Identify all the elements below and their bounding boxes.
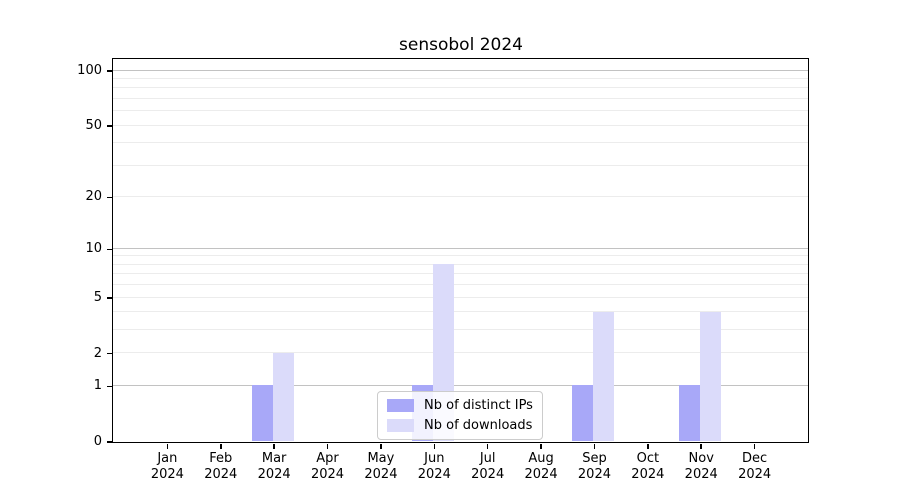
x-tick-year: 2024 (524, 467, 558, 482)
x-tick-month: Mar (261, 451, 287, 466)
x-tick-mark (273, 444, 275, 449)
bar-downloads-mar (273, 352, 295, 441)
x-tick-month: Oct (636, 451, 660, 466)
plot-area (112, 58, 809, 443)
x-tick-label: May 2024 (341, 451, 421, 483)
gridline-major (113, 247, 808, 249)
x-tick-mark (486, 444, 489, 449)
x-tick-mark (326, 444, 329, 449)
x-tick-month: Apr (316, 451, 339, 466)
legend-item: Nb of downloads (387, 418, 533, 433)
legend-item: Nb of distinct IPs (387, 398, 533, 413)
gridline-minor (113, 255, 808, 257)
x-tick-month: Dec (742, 451, 768, 466)
x-tick-mark (220, 444, 222, 449)
bar-downloads-nov (700, 311, 722, 441)
x-tick-label: Dec 2024 (715, 451, 795, 483)
x-tick-month: May (367, 451, 395, 466)
y-tick-label: 5 (93, 290, 102, 305)
bar-distinct-ips-nov (679, 385, 701, 441)
y-tick-mark (107, 125, 113, 127)
y-tick-mark (107, 70, 113, 72)
y-tick-mark (107, 196, 113, 199)
bar-downloads-sep (593, 311, 615, 441)
x-tick-label: Jan 2024 (127, 451, 207, 483)
gridline-minor (113, 142, 808, 144)
legend-swatch (387, 419, 414, 432)
y-tick-mark (107, 248, 113, 251)
x-tick-year: 2024 (684, 467, 718, 482)
x-tick-year: 2024 (150, 467, 184, 482)
x-tick-year: 2024 (631, 467, 665, 482)
x-tick-label: Jun 2024 (394, 451, 474, 483)
x-tick-year: 2024 (364, 467, 398, 482)
y-tick-mark (107, 352, 113, 355)
gridline-minor (113, 195, 808, 197)
legend: Nb of distinct IPs Nb of downloads (377, 391, 543, 440)
y-tick-label: 1 (93, 378, 102, 394)
x-tick-mark (753, 444, 756, 449)
gridline-minor (113, 87, 808, 89)
y-tick-label: 10 (85, 241, 102, 257)
gridline-major (113, 384, 808, 386)
x-tick-month: Sep (582, 451, 607, 466)
x-tick-month: Feb (209, 451, 233, 466)
x-tick-mark (647, 444, 649, 449)
x-tick-month: Nov (688, 451, 714, 466)
gridline-minor (113, 284, 808, 286)
gridline-minor (113, 164, 808, 166)
x-tick-mark (593, 444, 596, 449)
x-tick-year: 2024 (257, 467, 291, 482)
x-tick-mark (380, 444, 382, 449)
x-tick-label: Apr 2024 (288, 451, 368, 483)
x-tick-mark (700, 444, 702, 449)
y-tick-label: 0 (93, 434, 102, 449)
gridline-minor (113, 329, 808, 331)
y-tick-mark (107, 441, 113, 443)
gridline-minor (113, 78, 808, 79)
bar-distinct-ips-sep (572, 385, 594, 441)
y-tick-label: 100 (77, 63, 102, 79)
gridline-major (113, 69, 808, 71)
x-tick-label: Mar 2024 (234, 451, 314, 483)
y-tick-mark (107, 297, 113, 299)
bar-distinct-ips-mar (252, 385, 274, 441)
y-tick-mark (107, 385, 113, 388)
x-tick-label: Sep 2024 (554, 451, 634, 483)
legend-label: Nb of distinct IPs (424, 398, 533, 413)
x-tick-year: 2024 (417, 467, 451, 482)
gridline-minor (113, 110, 808, 112)
chart-title: sensobol 2024 (399, 35, 523, 55)
x-tick-mark (166, 444, 169, 449)
x-tick-year: 2024 (204, 467, 238, 482)
x-tick-month: Jun (424, 451, 445, 466)
x-tick-label: Jul 2024 (448, 451, 528, 483)
legend-swatch (387, 399, 414, 412)
x-tick-label: Oct 2024 (608, 451, 688, 483)
gridline-minor (113, 124, 808, 126)
legend-label: Nb of downloads (424, 418, 533, 433)
gridline-minor (113, 296, 808, 298)
y-tick-label: 50 (85, 118, 102, 134)
y-tick-label: 20 (85, 189, 102, 205)
y-tick-label: 2 (93, 345, 102, 361)
gridline-minor (113, 352, 808, 354)
x-tick-label: Aug 2024 (501, 451, 581, 483)
x-tick-month: Aug (528, 451, 554, 466)
gridline-minor (113, 273, 808, 275)
gridline-minor (113, 263, 808, 265)
x-tick-month: Jul (479, 451, 496, 466)
x-tick-label: Nov 2024 (661, 451, 741, 483)
x-tick-year: 2024 (577, 467, 611, 482)
gridline-minor (113, 311, 808, 313)
x-tick-year: 2024 (471, 467, 505, 482)
x-tick-mark (540, 444, 542, 449)
x-tick-year: 2024 (310, 467, 345, 482)
x-tick-year: 2024 (738, 467, 772, 482)
x-tick-label: Feb 2024 (181, 451, 261, 483)
x-tick-month: Jan (157, 451, 178, 466)
gridline-minor (113, 97, 808, 99)
x-tick-mark (433, 444, 436, 449)
